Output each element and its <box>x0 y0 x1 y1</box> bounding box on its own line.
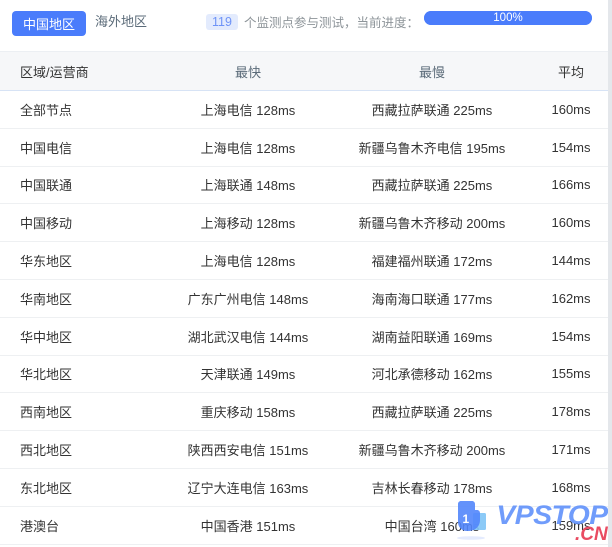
svg-text:1: 1 <box>463 512 470 526</box>
